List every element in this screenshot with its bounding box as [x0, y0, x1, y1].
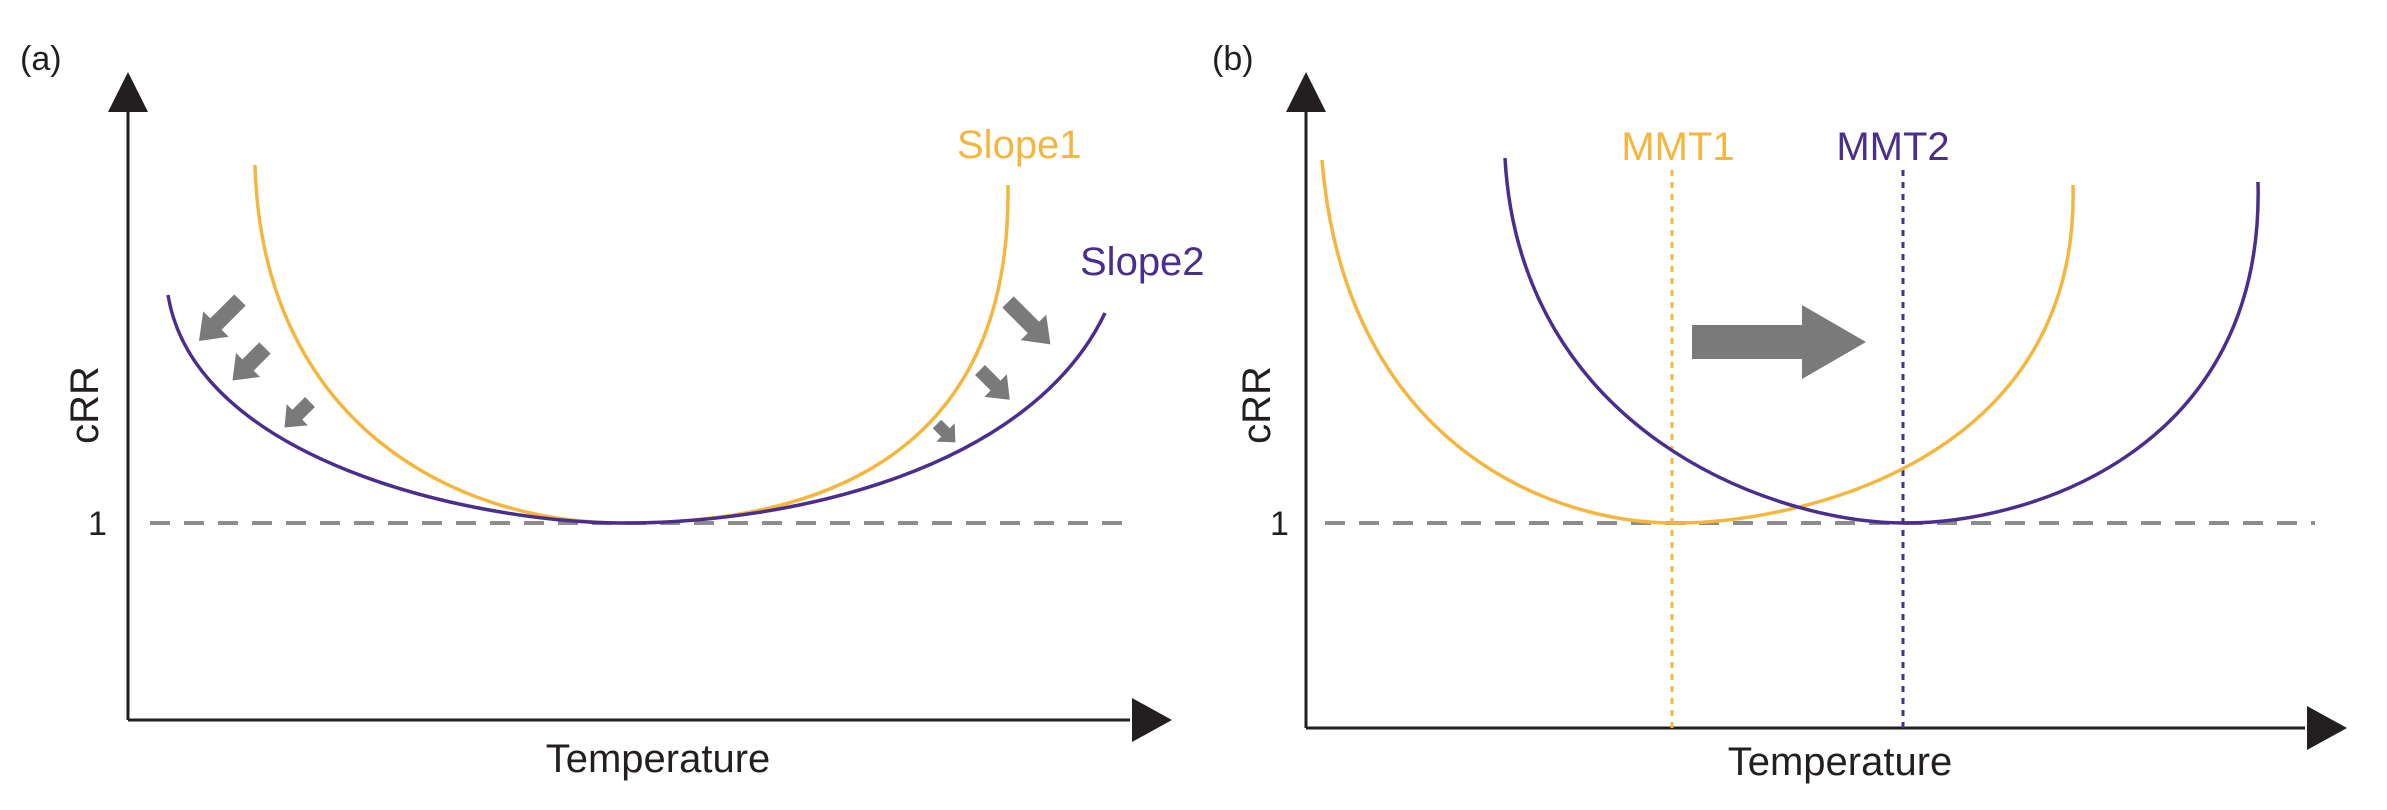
panel-a-reference-label: 1 — [88, 505, 107, 543]
panel-b-x-axis-title: Temperature — [1728, 740, 1953, 784]
panel-a-y-axis-arrowhead — [108, 72, 148, 112]
panel-a-label: (a) — [20, 40, 62, 78]
panel-b-y-axis-arrowhead — [1286, 72, 1326, 112]
panel-a-y-axis-title: cRR — [63, 366, 107, 444]
panel-a-arrow-right-2 — [975, 365, 1010, 400]
panel-a: (a) cRR Temperature 1 Slope1 Slope2 — [20, 40, 1205, 781]
panel-b-label-mmt2: MMT2 — [1836, 125, 1949, 169]
panel-b-label-mmt1: MMT1 — [1621, 125, 1734, 169]
panel-b-curve-mmt1 — [1320, 159, 2075, 525]
panel-a-label-slope1: Slope1 — [957, 123, 1082, 167]
panel-a-arrow-left-1 — [198, 294, 246, 342]
panel-a-label-slope2: Slope2 — [1080, 240, 1205, 284]
panel-a-curve-slope2 — [166, 294, 1107, 525]
panel-a-arrow-right-1 — [1002, 296, 1051, 345]
panel-a-arrow-right-3 — [932, 419, 956, 443]
panel-a-x-axis-title: Temperature — [546, 737, 771, 781]
panel-b-y-axis-title: cRR — [1235, 366, 1279, 444]
panel-b-curve-mmt2 — [1503, 157, 2260, 525]
panel-a-arrow-left-3 — [284, 397, 315, 428]
panel-b: (b) cRR Temperature 1 MMT1 MMT2 — [1212, 40, 2347, 784]
panel-b-label: (b) — [1212, 40, 1254, 78]
panel-a-x-axis-arrowhead — [1132, 698, 1172, 742]
panel-a-curve-slope1 — [253, 164, 1010, 525]
panel-b-x-axis-arrowhead — [2307, 706, 2347, 750]
panel-b-reference-label: 1 — [1270, 505, 1289, 543]
panel-a-arrow-left-2 — [232, 342, 271, 381]
panel-b-shift-arrow — [1692, 305, 1866, 379]
